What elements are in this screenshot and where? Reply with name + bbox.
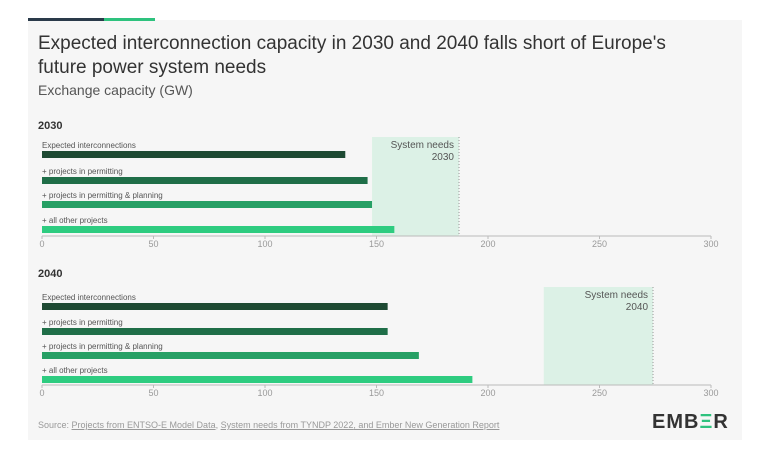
system-needs-band [372, 137, 460, 236]
x-tick-label: 50 [148, 388, 158, 398]
bar [42, 226, 395, 233]
chart-title: Expected interconnection capacity in 203… [38, 33, 666, 78]
system-needs-band [543, 287, 654, 385]
bar-label: + all other projects [42, 366, 108, 375]
ember-logo: EMBΞR [652, 411, 729, 433]
system-needs-label: 2030 [432, 152, 455, 163]
x-tick-label: 200 [480, 388, 495, 398]
x-tick-label: 0 [39, 388, 44, 398]
bar-label: + projects in permitting [42, 318, 123, 327]
bar [42, 328, 388, 335]
x-tick-label: 250 [592, 388, 607, 398]
panel-title: 2040 [38, 268, 62, 280]
bar [42, 151, 346, 158]
bar-label: Expected interconnections [42, 293, 136, 302]
chart-subtitle: Exchange capacity (GW) [38, 82, 193, 98]
bar [42, 303, 388, 310]
x-tick-label: 100 [257, 239, 272, 249]
x-tick-label: 250 [592, 239, 607, 249]
source-sep: , [215, 420, 221, 430]
bar [42, 177, 368, 184]
bar [42, 201, 373, 208]
x-tick-label: 200 [480, 239, 495, 249]
bar-label: + all other projects [42, 216, 108, 225]
bar-label: + projects in permitting [42, 167, 123, 176]
x-tick-label: 150 [369, 388, 384, 398]
bar [42, 352, 419, 359]
panel-title: 2030 [38, 120, 62, 132]
system-needs-label: System needs [585, 290, 648, 301]
source-note: Source: Projects from ENTSO-E Model Data… [38, 420, 499, 430]
accent-bar [28, 18, 155, 21]
x-tick-label: 50 [148, 239, 158, 249]
x-tick-label: 150 [369, 239, 384, 249]
x-tick-label: 100 [257, 388, 272, 398]
bar-label: Expected interconnections [42, 141, 136, 150]
system-needs-label: 2040 [626, 302, 649, 313]
system-needs-label: System needs [391, 140, 454, 151]
bar-label: + projects in permitting & planning [42, 191, 163, 200]
source-link-entsoe[interactable]: Projects from ENTSO-E Model Data [71, 420, 216, 430]
bar-label: + projects in permitting & planning [42, 342, 163, 351]
source-prefix: Source: [38, 420, 72, 430]
bar [42, 376, 473, 383]
x-tick-label: 300 [703, 388, 718, 398]
source-link-tyndp[interactable]: System needs from TYNDP 2022 [220, 420, 354, 430]
x-tick-label: 0 [39, 239, 44, 249]
x-tick-label: 300 [703, 239, 718, 249]
source-link-ember[interactable]: , and Ember New Generation Report [353, 420, 500, 430]
